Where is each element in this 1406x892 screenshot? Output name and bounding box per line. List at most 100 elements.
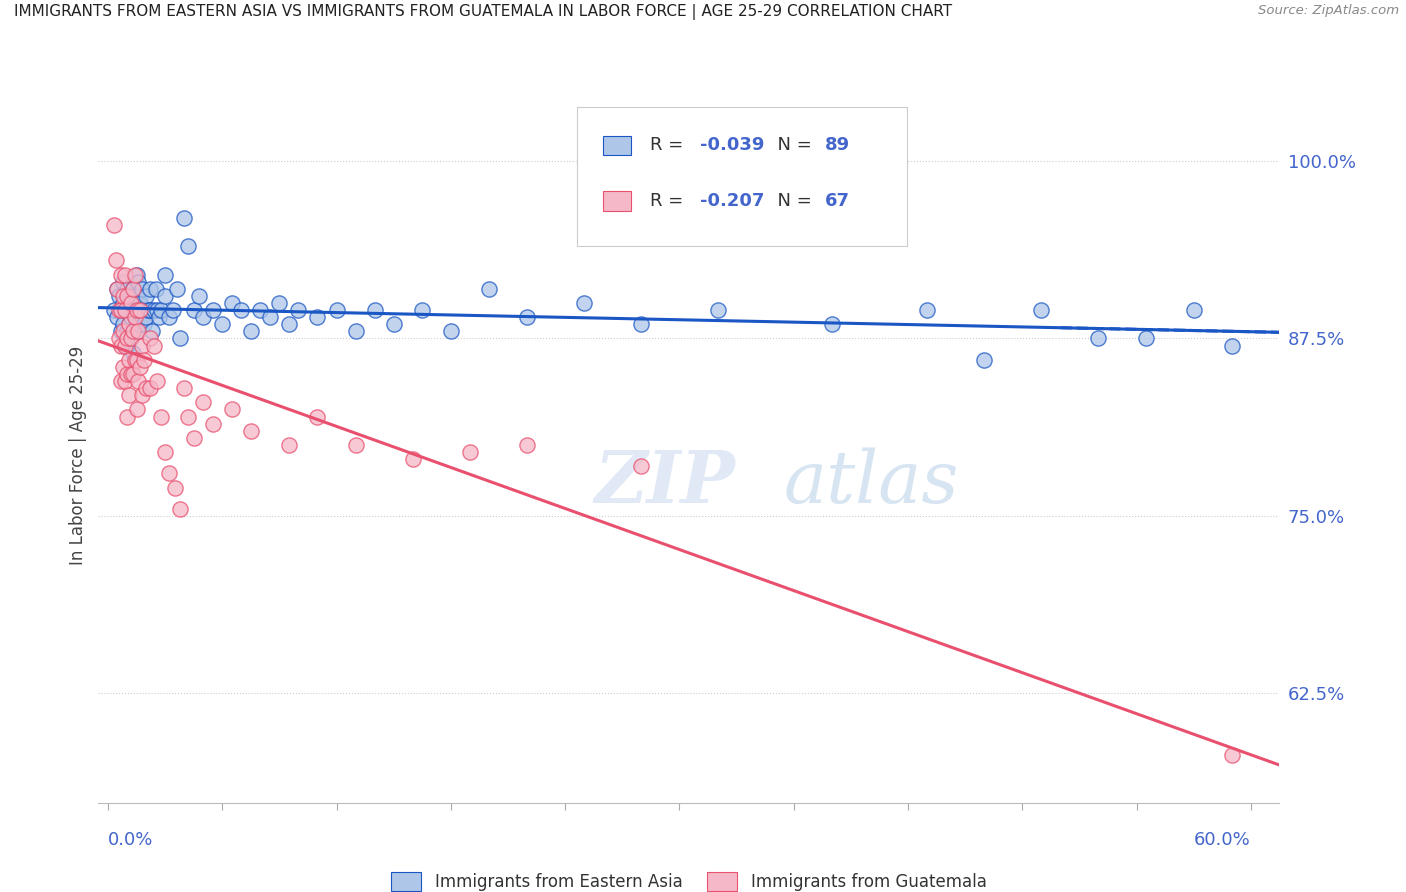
Point <box>121 325 143 339</box>
Text: 67: 67 <box>825 192 849 210</box>
Point <box>108 303 131 318</box>
Point <box>115 367 138 381</box>
Point <box>157 467 180 481</box>
Point <box>142 338 165 352</box>
Point <box>129 359 152 374</box>
Text: 60.0%: 60.0% <box>1194 831 1251 849</box>
Point <box>127 325 149 339</box>
Point <box>124 310 146 325</box>
Point <box>121 367 143 381</box>
Point <box>115 338 138 352</box>
Point <box>139 331 162 345</box>
Point <box>108 331 131 345</box>
Point <box>146 303 169 318</box>
Point <box>135 381 157 395</box>
Point <box>277 318 299 332</box>
Point <box>112 318 135 332</box>
Y-axis label: In Labor Force | Age 25-29: In Labor Force | Age 25-29 <box>69 345 87 565</box>
Point <box>1182 303 1205 318</box>
Point <box>239 424 262 438</box>
Point <box>231 303 253 318</box>
Text: Source: ZipAtlas.com: Source: ZipAtlas.com <box>1258 4 1399 18</box>
Point <box>114 303 136 318</box>
Point <box>211 318 233 332</box>
Point <box>173 211 195 225</box>
Point <box>108 289 131 303</box>
Point <box>169 331 191 345</box>
Point <box>139 303 162 318</box>
Point <box>115 282 138 296</box>
Point <box>124 310 146 325</box>
Point <box>153 289 176 303</box>
Point <box>516 438 538 452</box>
Text: -0.207: -0.207 <box>700 192 763 210</box>
Point <box>411 303 433 318</box>
FancyBboxPatch shape <box>603 191 631 211</box>
Point <box>115 325 138 339</box>
Point <box>307 310 329 325</box>
Point <box>325 303 347 318</box>
Point <box>121 303 143 318</box>
Point <box>127 303 149 318</box>
Point <box>125 303 148 318</box>
Point <box>115 289 138 303</box>
Point <box>129 318 152 332</box>
Point <box>157 310 180 325</box>
Point <box>169 501 191 516</box>
Point <box>166 282 188 296</box>
Point <box>516 310 538 325</box>
Point <box>177 409 200 424</box>
Point <box>136 303 159 318</box>
Point <box>121 282 143 296</box>
Point <box>110 338 132 352</box>
Point <box>1087 331 1109 345</box>
Point <box>124 268 146 282</box>
Point <box>127 275 149 289</box>
Point <box>307 409 329 424</box>
Point <box>121 325 143 339</box>
Point <box>139 381 162 395</box>
Point <box>363 303 385 318</box>
Point <box>188 289 211 303</box>
Point <box>193 310 215 325</box>
Point <box>112 275 135 289</box>
Point <box>706 303 728 318</box>
Point <box>139 282 162 296</box>
Point <box>110 374 132 388</box>
Point <box>135 289 157 303</box>
Point <box>131 338 153 352</box>
Point <box>193 395 215 409</box>
Point <box>112 296 135 310</box>
Point <box>107 282 129 296</box>
Point <box>177 239 200 253</box>
Point <box>344 325 367 339</box>
Point <box>150 303 173 318</box>
Point <box>458 445 481 459</box>
Point <box>572 296 595 310</box>
Point <box>145 282 167 296</box>
Point <box>163 481 186 495</box>
Point <box>134 318 156 332</box>
Point <box>183 431 205 445</box>
Point <box>121 282 143 296</box>
Point <box>1220 747 1243 762</box>
Point <box>118 318 141 332</box>
Point <box>110 303 132 318</box>
Point <box>201 303 224 318</box>
Point <box>129 303 152 318</box>
Text: atlas: atlas <box>783 448 959 518</box>
Point <box>110 325 132 339</box>
Point <box>114 268 136 282</box>
Point <box>107 282 129 296</box>
Point <box>129 296 152 310</box>
Point <box>121 345 143 359</box>
FancyBboxPatch shape <box>576 107 907 246</box>
Point <box>134 352 156 367</box>
Point <box>114 338 136 352</box>
Point <box>221 402 243 417</box>
Point <box>183 303 205 318</box>
Point <box>103 303 125 318</box>
Text: R =: R = <box>650 136 689 154</box>
Point <box>120 296 142 310</box>
Point <box>249 303 271 318</box>
